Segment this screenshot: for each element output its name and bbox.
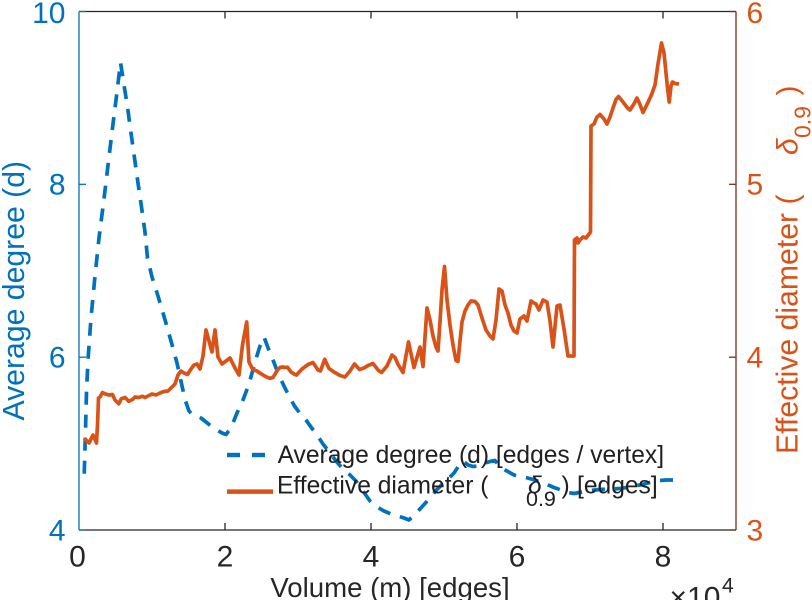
svg-text:0.9: 0.9: [790, 106, 812, 138]
svg-text:4: 4: [49, 514, 66, 547]
svg-text:3: 3: [747, 514, 764, 547]
svg-text:6: 6: [747, 0, 764, 30]
svg-text:8: 8: [655, 541, 672, 574]
svg-text:): ): [772, 86, 805, 96]
svg-text:0.9: 0.9: [526, 487, 556, 511]
svg-text:[edges]: [edges]: [577, 473, 658, 500]
svg-text:Average degree (d): Average degree (d): [0, 161, 31, 421]
svg-text:Volume (m) [edges]: Volume (m) [edges]: [270, 572, 509, 600]
svg-text:δ: δ: [772, 138, 805, 155]
svg-text:6: 6: [49, 342, 66, 375]
svg-text:4: 4: [363, 541, 380, 574]
svg-text:×10: ×10: [670, 582, 721, 600]
svg-text:0: 0: [69, 541, 86, 574]
svg-text:Average degree (d) [edges / ve: Average degree (d) [edges / vertex]: [278, 442, 664, 469]
svg-text:4: 4: [722, 575, 734, 598]
svg-text:Effective diameter (: Effective diameter (: [277, 473, 489, 500]
svg-text:Effective diameter (: Effective diameter (: [772, 195, 805, 455]
svg-text:5: 5: [747, 169, 764, 202]
svg-text:4: 4: [747, 342, 764, 375]
svg-text:10: 10: [32, 0, 65, 30]
svg-text:): ): [562, 473, 570, 500]
svg-text:8: 8: [49, 169, 66, 202]
svg-text:6: 6: [509, 541, 526, 574]
svg-text:2: 2: [217, 541, 234, 574]
